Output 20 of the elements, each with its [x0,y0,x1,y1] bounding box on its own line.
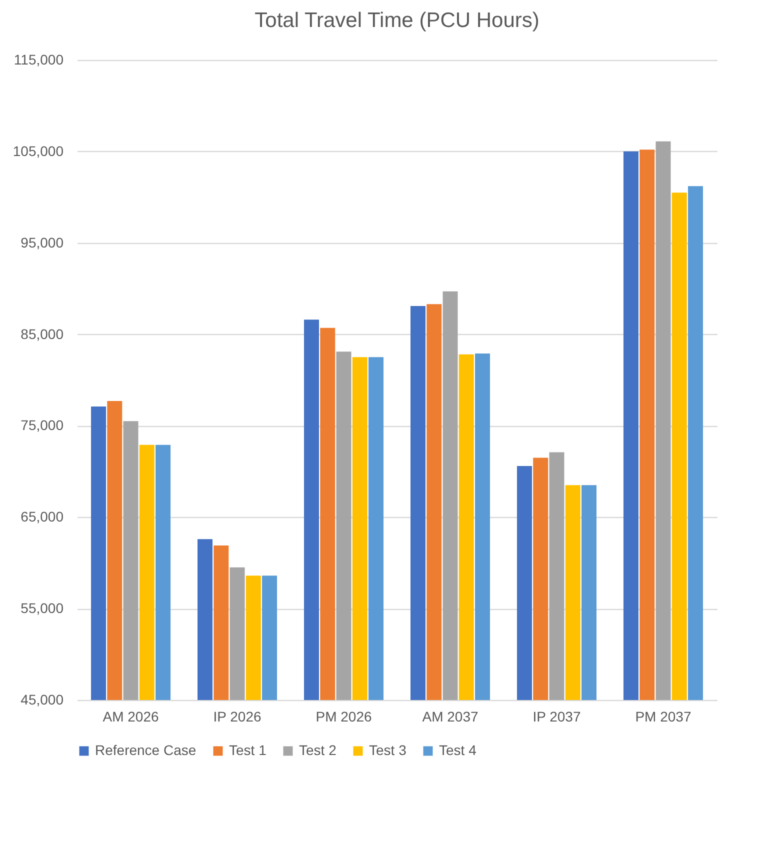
y-tick-label: 105,000 [12,142,64,159]
x-tick-label: PM 2037 [635,708,692,724]
legend-label: Test 3 [369,742,407,758]
x-tick-label: PM 2026 [316,708,372,724]
chart-title: Total Travel Time (PCU Hours) [254,9,540,32]
y-tick-label: 45,000 [20,692,64,708]
legend-label: Reference Case [95,742,196,758]
legend-label: Test 4 [439,742,477,758]
y-tick-label: 115,000 [14,52,64,68]
y-tick-label: 65,000 [20,508,64,525]
legend-label: Test 1 [229,742,267,758]
y-tick-label: 95,000 [20,234,64,250]
x-tick-label: IP 2037 [532,708,581,724]
legend-label: Test 2 [299,742,337,758]
x-tick-label: AM 2037 [422,708,478,724]
x-tick-label: AM 2026 [102,708,159,724]
y-tick-label: 85,000 [20,326,64,342]
y-tick-label: 55,000 [20,600,64,616]
x-tick-label: IP 2026 [213,708,262,724]
y-tick-label: 75,000 [20,417,64,434]
